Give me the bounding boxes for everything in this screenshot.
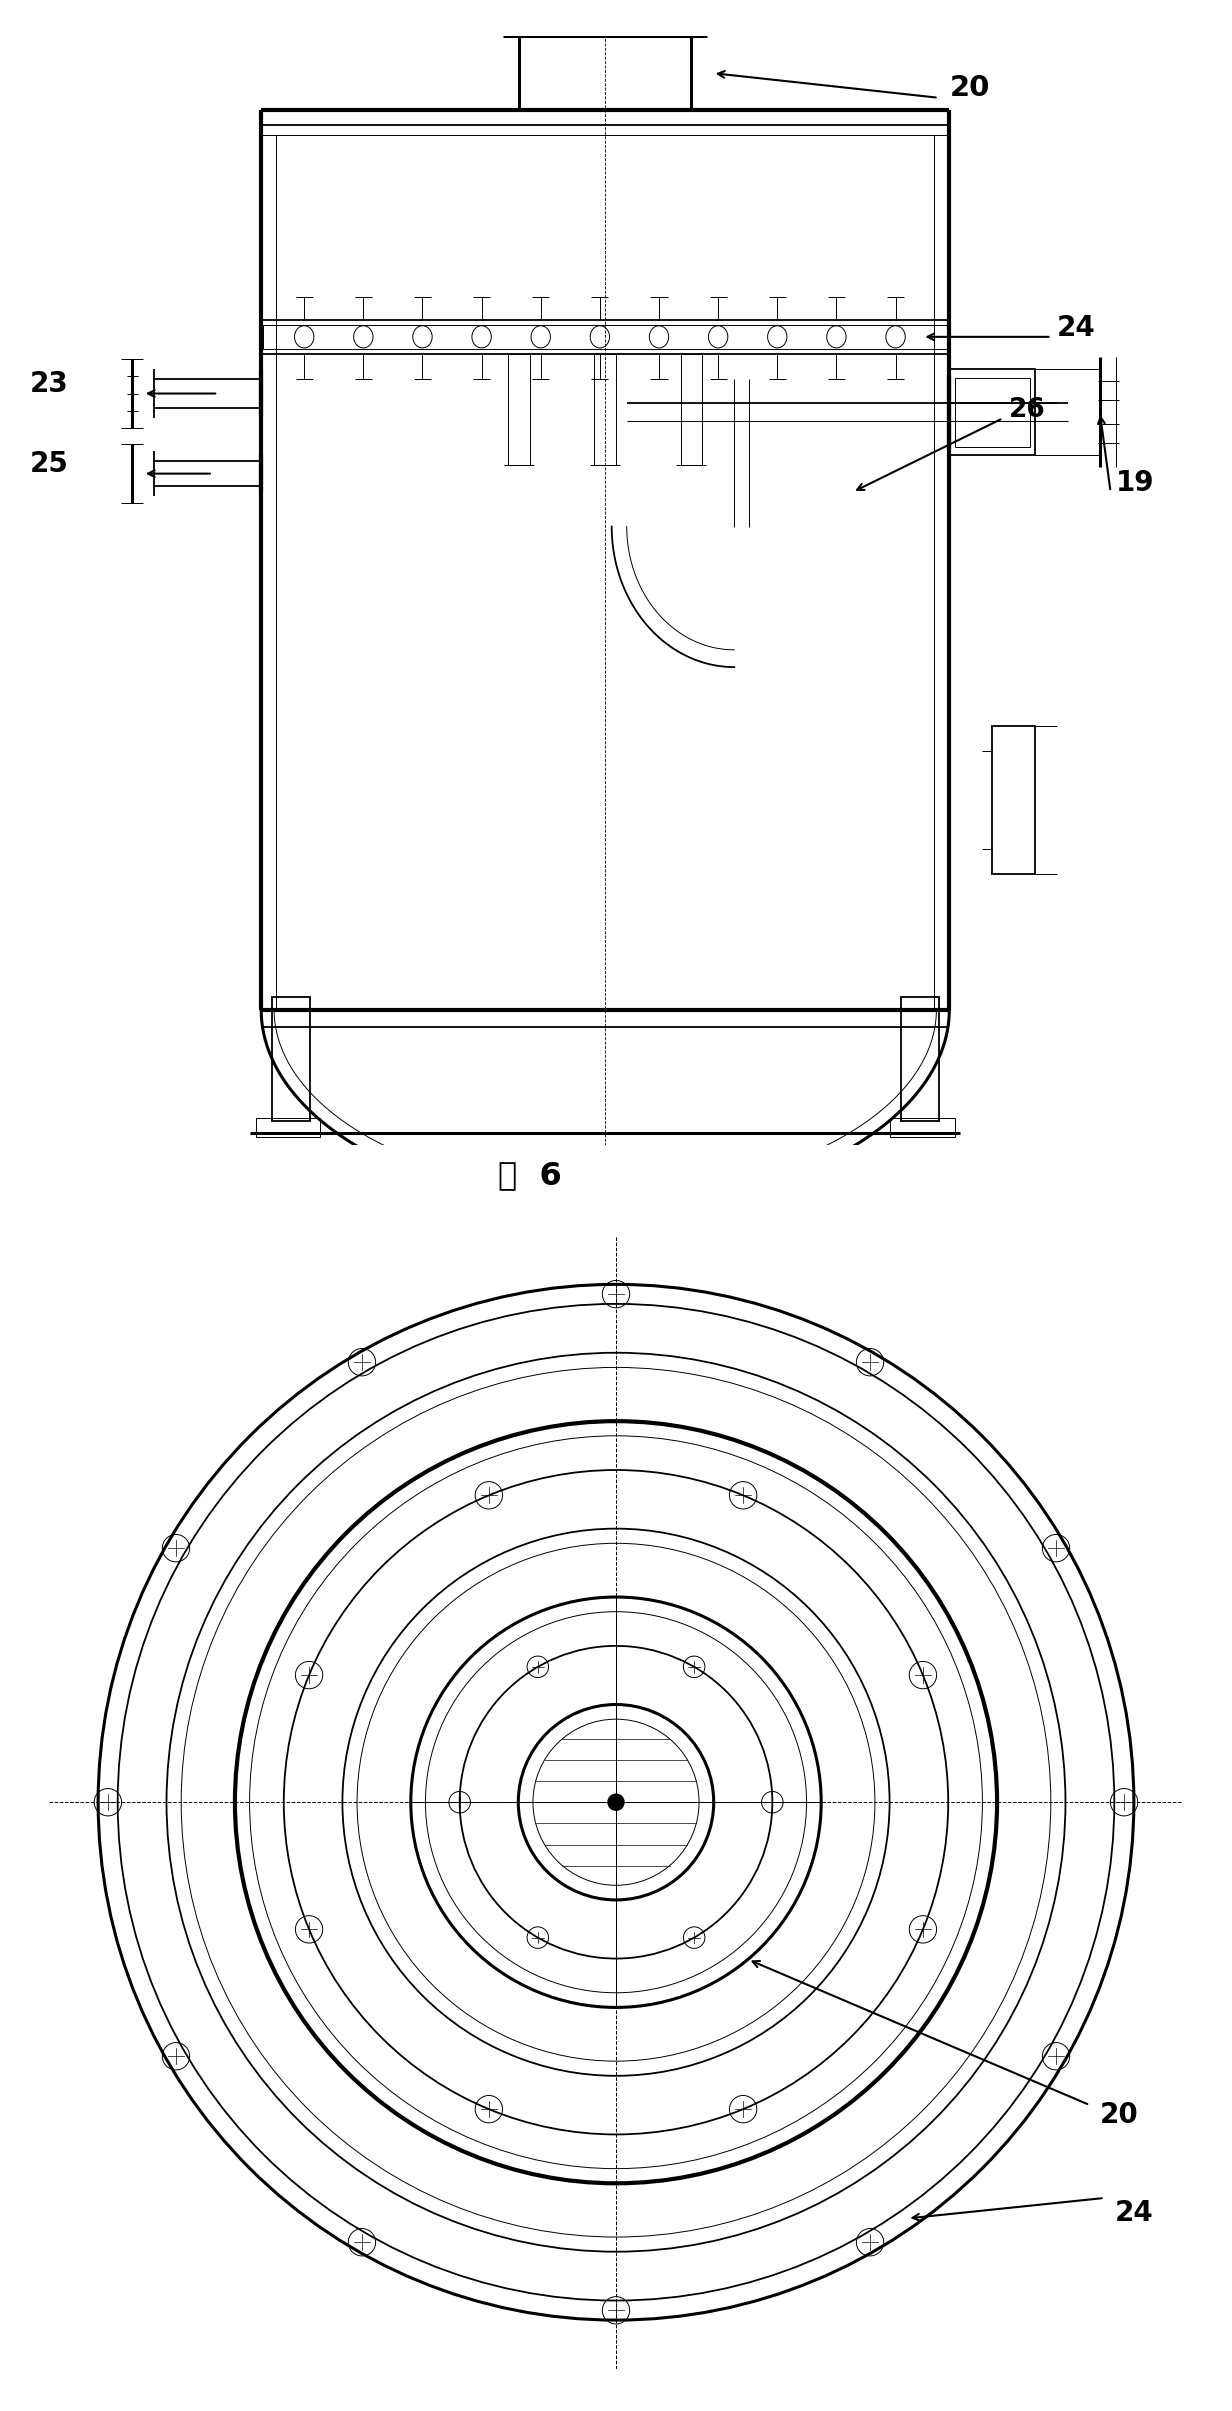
Bar	[575, 1275, 636, 1292]
Bar	[256, 1119, 320, 1136]
Text: 20: 20	[950, 75, 989, 101]
Text: 20: 20	[1100, 2100, 1138, 2129]
Bar	[992, 726, 1035, 875]
Bar	[950, 369, 1035, 456]
Text: 19: 19	[1116, 470, 1154, 497]
Bar	[680, 354, 702, 465]
Bar	[901, 998, 939, 1121]
Text: 23: 23	[30, 369, 69, 398]
Bar	[261, 321, 950, 354]
Text: 24: 24	[1057, 313, 1095, 342]
Bar	[595, 354, 616, 465]
Bar	[955, 379, 1030, 446]
Bar	[584, 1193, 627, 1280]
Bar	[272, 998, 309, 1121]
Text: 24: 24	[1114, 2199, 1153, 2228]
Text: 图  6: 图 6	[498, 1160, 562, 1191]
Bar	[264, 325, 947, 350]
Bar	[509, 354, 530, 465]
Circle shape	[609, 1794, 623, 1811]
Text: 26: 26	[1009, 395, 1045, 422]
Bar	[891, 1119, 955, 1136]
Text: 25: 25	[30, 451, 69, 477]
